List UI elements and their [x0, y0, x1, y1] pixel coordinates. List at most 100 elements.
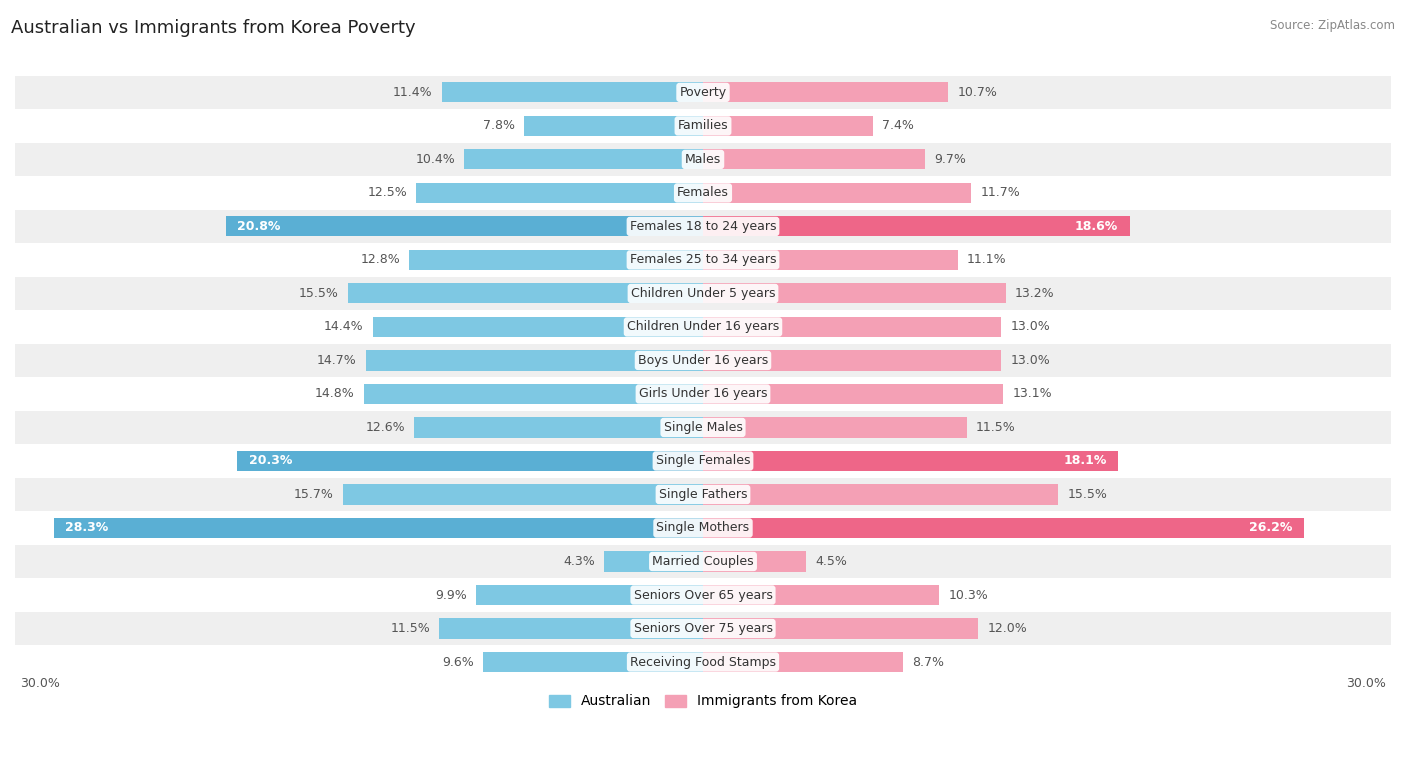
Bar [416, 183, 703, 203]
Bar [703, 283, 1005, 303]
Text: 11.4%: 11.4% [392, 86, 433, 99]
Bar [703, 418, 967, 437]
Text: 4.5%: 4.5% [815, 555, 848, 568]
Text: Single Females: Single Females [655, 455, 751, 468]
Text: 7.8%: 7.8% [482, 120, 515, 133]
Text: 12.8%: 12.8% [360, 253, 401, 266]
Bar [15, 243, 1391, 277]
Bar [703, 116, 873, 136]
Bar [15, 478, 1391, 511]
Bar [15, 343, 1391, 377]
Bar [343, 484, 703, 505]
Bar [226, 216, 703, 236]
Text: 13.0%: 13.0% [1011, 354, 1050, 367]
Text: Single Mothers: Single Mothers [657, 522, 749, 534]
Text: 10.4%: 10.4% [416, 153, 456, 166]
Text: Single Males: Single Males [664, 421, 742, 434]
Text: 30.0%: 30.0% [1347, 678, 1386, 691]
Text: 13.1%: 13.1% [1012, 387, 1052, 400]
Text: Receiving Food Stamps: Receiving Food Stamps [630, 656, 776, 669]
Text: 13.0%: 13.0% [1011, 321, 1050, 334]
Bar [238, 451, 703, 471]
Bar [703, 484, 1059, 505]
Bar [15, 511, 1391, 545]
Text: Poverty: Poverty [679, 86, 727, 99]
Bar [15, 612, 1391, 645]
Text: Females 18 to 24 years: Females 18 to 24 years [630, 220, 776, 233]
Bar [413, 418, 703, 437]
Bar [703, 619, 979, 638]
Text: 12.0%: 12.0% [987, 622, 1028, 635]
Bar [15, 76, 1391, 109]
Text: Females 25 to 34 years: Females 25 to 34 years [630, 253, 776, 266]
Bar [15, 411, 1391, 444]
Text: Girls Under 16 years: Girls Under 16 years [638, 387, 768, 400]
Bar [703, 551, 806, 572]
Text: Females: Females [678, 186, 728, 199]
Bar [703, 216, 1129, 236]
Bar [703, 250, 957, 270]
Text: Males: Males [685, 153, 721, 166]
Bar [439, 619, 703, 638]
Bar [464, 149, 703, 170]
Text: 14.8%: 14.8% [315, 387, 354, 400]
Text: 7.4%: 7.4% [882, 120, 914, 133]
Text: 13.2%: 13.2% [1015, 287, 1054, 300]
Text: 11.5%: 11.5% [391, 622, 430, 635]
Bar [703, 149, 925, 170]
Bar [53, 518, 703, 538]
Text: Single Fathers: Single Fathers [659, 488, 747, 501]
Text: 4.3%: 4.3% [564, 555, 595, 568]
Bar [703, 350, 1001, 371]
Text: 11.1%: 11.1% [967, 253, 1007, 266]
Bar [15, 277, 1391, 310]
Text: 28.3%: 28.3% [66, 522, 108, 534]
Text: Seniors Over 65 years: Seniors Over 65 years [634, 588, 772, 602]
Bar [364, 384, 703, 404]
Text: 15.5%: 15.5% [298, 287, 339, 300]
Text: Married Couples: Married Couples [652, 555, 754, 568]
Text: 26.2%: 26.2% [1249, 522, 1292, 534]
Bar [703, 384, 1004, 404]
Text: Children Under 16 years: Children Under 16 years [627, 321, 779, 334]
Text: 18.1%: 18.1% [1063, 455, 1107, 468]
Bar [703, 585, 939, 605]
Bar [703, 83, 949, 102]
Bar [482, 652, 703, 672]
Bar [703, 652, 903, 672]
Text: 15.5%: 15.5% [1067, 488, 1108, 501]
Text: 14.7%: 14.7% [316, 354, 357, 367]
Text: 9.6%: 9.6% [441, 656, 474, 669]
Bar [524, 116, 703, 136]
Bar [703, 451, 1118, 471]
Text: 18.6%: 18.6% [1074, 220, 1118, 233]
Bar [15, 210, 1391, 243]
Legend: Australian, Immigrants from Korea: Australian, Immigrants from Korea [543, 689, 863, 714]
Bar [366, 350, 703, 371]
Bar [15, 444, 1391, 478]
Bar [15, 645, 1391, 678]
Bar [15, 310, 1391, 343]
Bar [703, 518, 1303, 538]
Text: Source: ZipAtlas.com: Source: ZipAtlas.com [1270, 19, 1395, 32]
Text: Seniors Over 75 years: Seniors Over 75 years [634, 622, 772, 635]
Bar [477, 585, 703, 605]
Text: 14.4%: 14.4% [323, 321, 364, 334]
Text: 11.5%: 11.5% [976, 421, 1015, 434]
Text: 20.3%: 20.3% [249, 455, 292, 468]
Text: 20.8%: 20.8% [238, 220, 281, 233]
Bar [347, 283, 703, 303]
Bar [605, 551, 703, 572]
Bar [441, 83, 703, 102]
Bar [15, 545, 1391, 578]
Text: Children Under 5 years: Children Under 5 years [631, 287, 775, 300]
Bar [15, 109, 1391, 143]
Text: 10.7%: 10.7% [957, 86, 997, 99]
Text: 10.3%: 10.3% [949, 588, 988, 602]
Bar [15, 176, 1391, 210]
Bar [703, 317, 1001, 337]
Text: Australian vs Immigrants from Korea Poverty: Australian vs Immigrants from Korea Pove… [11, 19, 416, 37]
Text: Families: Families [678, 120, 728, 133]
Text: 30.0%: 30.0% [20, 678, 59, 691]
Text: 12.5%: 12.5% [367, 186, 408, 199]
